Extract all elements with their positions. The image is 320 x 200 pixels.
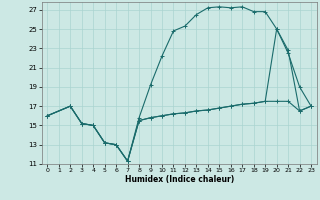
X-axis label: Humidex (Indice chaleur): Humidex (Indice chaleur) — [124, 175, 234, 184]
